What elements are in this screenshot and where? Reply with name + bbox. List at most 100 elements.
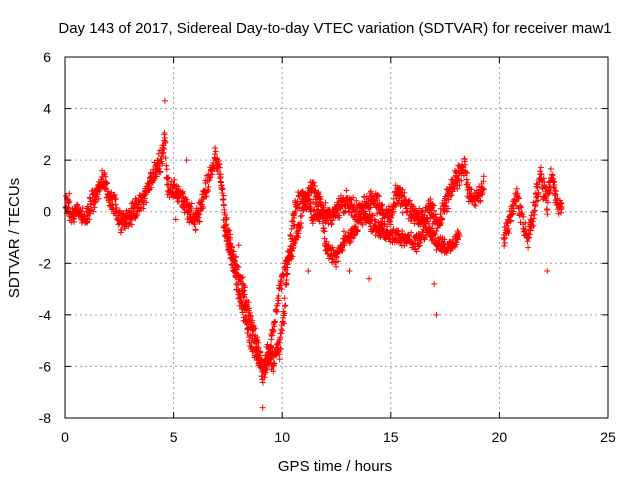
x-axis-label: GPS time / hours — [278, 458, 392, 475]
data-point — [192, 227, 199, 234]
data-point — [71, 218, 78, 225]
data-point — [233, 274, 240, 281]
data-point — [108, 202, 115, 209]
data-point — [86, 210, 93, 217]
data-point — [390, 226, 397, 233]
data-point — [314, 190, 321, 197]
data-point — [527, 227, 534, 234]
data-point — [410, 241, 417, 248]
data-point — [376, 193, 383, 200]
data-point — [322, 199, 329, 206]
data-point — [137, 204, 144, 211]
data-point — [112, 196, 119, 203]
data-point — [351, 232, 358, 239]
data-point — [311, 207, 318, 214]
data-point — [188, 200, 195, 207]
data-point — [526, 231, 533, 238]
data-point — [222, 211, 229, 218]
data-point — [101, 185, 108, 192]
data-point — [507, 217, 514, 224]
data-point — [437, 221, 444, 228]
data-point — [244, 317, 251, 324]
x-tick-label: 5 — [170, 429, 178, 445]
data-point — [249, 317, 256, 324]
data-point — [288, 225, 295, 232]
data-point — [509, 211, 516, 218]
data-point — [438, 220, 445, 227]
data-point — [439, 244, 446, 251]
axis-ticks — [64, 56, 609, 419]
data-point — [387, 221, 394, 228]
data-point — [340, 228, 347, 235]
data-point — [227, 247, 234, 254]
data-point — [361, 194, 368, 201]
data-point — [513, 185, 520, 192]
data-point — [367, 188, 374, 195]
data-point — [161, 97, 168, 104]
data-point — [209, 171, 216, 178]
data-point — [282, 266, 289, 273]
data-point — [308, 208, 315, 215]
data-point — [108, 189, 115, 196]
data-point — [384, 223, 391, 230]
data-point — [232, 273, 239, 280]
y-tick-label: 2 — [43, 152, 51, 168]
data-point — [534, 181, 541, 188]
data-point — [529, 218, 536, 225]
data-point — [175, 183, 182, 190]
data-point — [319, 210, 326, 217]
data-point — [544, 199, 551, 206]
data-point — [244, 325, 251, 332]
data-point — [441, 236, 448, 243]
data-point — [413, 248, 420, 255]
x-tick-label: 15 — [383, 429, 399, 445]
data-point — [377, 202, 384, 209]
data-point — [171, 176, 178, 183]
data-point — [157, 155, 164, 162]
data-point — [346, 268, 353, 275]
data-point — [429, 201, 436, 208]
data-point — [215, 160, 222, 167]
data-point — [515, 195, 522, 202]
data-point — [276, 356, 283, 363]
data-point — [417, 239, 424, 246]
data-point — [520, 213, 527, 220]
data-point — [403, 209, 410, 216]
data-point — [552, 191, 559, 198]
data-point — [430, 202, 437, 209]
y-tick-label: 4 — [43, 101, 51, 117]
data-point — [525, 244, 532, 251]
data-point — [229, 262, 236, 269]
data-point — [472, 202, 479, 209]
data-point — [317, 196, 324, 203]
data-point — [405, 200, 412, 207]
data-point — [205, 188, 212, 195]
data-point — [434, 242, 441, 249]
data-point — [247, 342, 254, 349]
data-point — [179, 188, 186, 195]
data-point — [221, 206, 228, 213]
data-point — [339, 247, 346, 254]
data-point — [143, 199, 150, 206]
data-point — [557, 199, 564, 206]
data-point — [284, 270, 291, 277]
data-point — [515, 194, 522, 201]
data-point — [278, 330, 285, 337]
data-point — [140, 205, 147, 212]
data-point — [200, 205, 207, 212]
y-tick-label: 0 — [43, 204, 51, 220]
data-point — [217, 171, 224, 178]
data-point — [522, 226, 529, 233]
data-point — [366, 275, 373, 282]
data-point — [500, 236, 507, 243]
data-point — [241, 284, 248, 291]
y-tick-label: -4 — [39, 307, 52, 323]
data-point — [235, 287, 242, 294]
data-point — [248, 339, 255, 346]
data-point — [289, 253, 296, 260]
data-point — [334, 258, 341, 265]
data-point — [374, 210, 381, 217]
data-point — [245, 299, 252, 306]
data-point — [429, 225, 436, 232]
